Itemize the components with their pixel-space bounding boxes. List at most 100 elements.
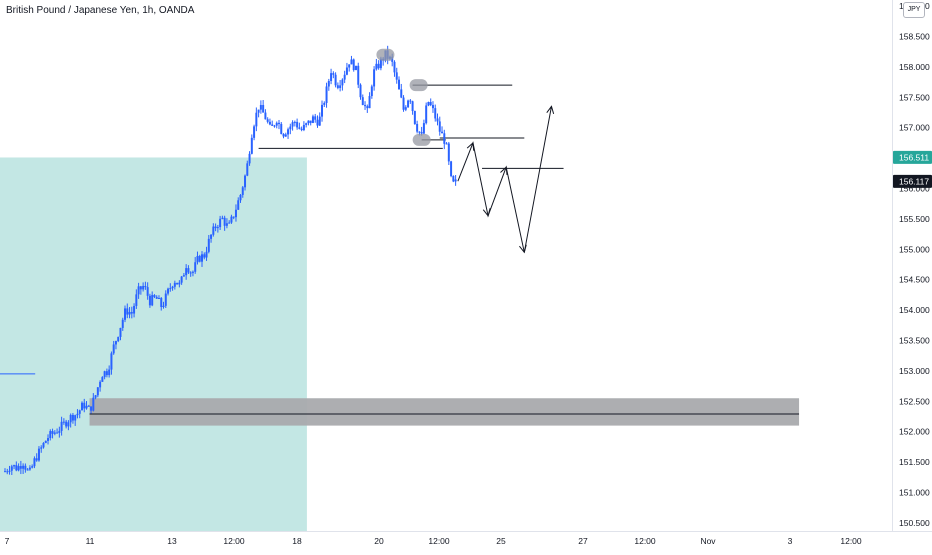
candle-body bbox=[13, 465, 16, 467]
candle-body bbox=[101, 377, 104, 382]
candle-body bbox=[96, 387, 99, 396]
currency-badge[interactable]: JPY bbox=[903, 2, 925, 18]
y-tick-label: 153.000 bbox=[899, 366, 930, 376]
demand-zone bbox=[0, 157, 307, 533]
candle-body bbox=[164, 293, 167, 306]
supply-zone bbox=[89, 398, 800, 426]
candle-body bbox=[425, 105, 428, 124]
candle-body bbox=[216, 227, 219, 229]
candle-body bbox=[296, 121, 299, 128]
candle-body bbox=[447, 143, 450, 162]
candle-body bbox=[232, 216, 235, 218]
candle-body bbox=[182, 275, 185, 277]
candle-body bbox=[196, 255, 199, 263]
candle-body bbox=[37, 448, 40, 461]
candle-body bbox=[19, 466, 22, 469]
price-axis[interactable]: 150.500 151.000 151.500 152.000 152.500 153.0… bbox=[899, 1, 930, 528]
candle-body bbox=[314, 116, 317, 120]
candle-body bbox=[282, 133, 285, 137]
candle-body bbox=[22, 465, 25, 469]
candle-body bbox=[223, 217, 226, 226]
y-tick-label: 152.500 bbox=[899, 396, 930, 406]
candle-body bbox=[137, 286, 140, 295]
candle-body bbox=[128, 311, 131, 315]
candle-body bbox=[431, 105, 434, 109]
candle-body bbox=[277, 122, 280, 124]
candle-body bbox=[135, 294, 138, 306]
price-label-text: 156.511 bbox=[899, 152, 929, 162]
candle-body bbox=[133, 305, 136, 314]
candle-body bbox=[275, 122, 278, 126]
x-tick-label: 13 bbox=[167, 536, 177, 546]
candle-body bbox=[219, 218, 222, 228]
candle-body bbox=[291, 122, 294, 127]
candle-body bbox=[239, 194, 242, 201]
candle-body bbox=[246, 163, 249, 176]
candle-body bbox=[221, 217, 224, 219]
y-tick-label: 150.500 bbox=[899, 518, 930, 528]
candle-body bbox=[155, 296, 158, 299]
highlight-marker bbox=[409, 79, 428, 92]
candle-body bbox=[359, 84, 362, 98]
candle-body bbox=[354, 65, 357, 71]
candle-body bbox=[422, 123, 425, 134]
y-tick-label: 157.500 bbox=[899, 92, 930, 102]
candle-body bbox=[214, 226, 217, 229]
candle-body bbox=[248, 153, 251, 164]
candle-body bbox=[368, 96, 371, 109]
candle-body bbox=[436, 118, 439, 122]
candle-body bbox=[443, 133, 446, 144]
candle-body bbox=[228, 222, 231, 224]
candle-body bbox=[330, 73, 333, 82]
candle-body bbox=[395, 72, 398, 80]
candle-body bbox=[411, 101, 414, 111]
candle-body bbox=[185, 268, 188, 276]
candle-body bbox=[262, 105, 265, 113]
candle-body bbox=[90, 406, 93, 411]
price-labels: 156.511 156.117 bbox=[893, 150, 932, 188]
x-tick-label: 25 bbox=[496, 536, 506, 546]
candle-body bbox=[375, 63, 378, 70]
candle-body bbox=[146, 287, 149, 296]
projection-path bbox=[457, 106, 552, 253]
candle-body bbox=[225, 223, 228, 226]
candle-body bbox=[293, 121, 296, 123]
candle-body bbox=[454, 179, 457, 182]
highlight-marker bbox=[412, 133, 431, 146]
candle-body bbox=[450, 161, 453, 177]
candle-body bbox=[244, 175, 247, 188]
candle-body bbox=[130, 311, 133, 314]
time-axis[interactable]: 7 11 13 12:00 18 20 12:00 25 27 12:00 Nov 3 12:00 bbox=[5, 536, 862, 546]
candle-body bbox=[171, 286, 174, 289]
candle-body bbox=[56, 432, 59, 434]
candle-body bbox=[402, 97, 405, 110]
candle-body bbox=[108, 369, 111, 376]
candle-body bbox=[126, 308, 129, 315]
candle-body bbox=[364, 105, 367, 107]
candle-body bbox=[24, 465, 27, 470]
y-tick-label: 155.500 bbox=[899, 214, 930, 224]
candle-body bbox=[4, 471, 6, 473]
candle-body bbox=[361, 97, 364, 106]
candle-body bbox=[377, 63, 380, 69]
candle-body bbox=[160, 298, 163, 307]
candle-body bbox=[151, 295, 154, 306]
projection-layer bbox=[457, 105, 555, 254]
candle-body bbox=[416, 123, 419, 132]
candle-body bbox=[332, 73, 335, 75]
candle-body bbox=[17, 466, 20, 471]
candle-body bbox=[31, 466, 34, 468]
x-tick-label: 27 bbox=[578, 536, 588, 546]
x-tick-label: 7 bbox=[5, 536, 10, 546]
candle-body bbox=[336, 85, 339, 88]
candle-body bbox=[201, 254, 204, 262]
candle-body bbox=[343, 74, 346, 80]
projection-arrowhead bbox=[466, 141, 475, 151]
candle-body bbox=[407, 100, 410, 108]
price-label-bg bbox=[893, 150, 932, 164]
candle-body bbox=[409, 100, 412, 102]
candle-body bbox=[398, 79, 401, 90]
candle-body bbox=[124, 308, 127, 320]
highlight-marker bbox=[376, 48, 395, 61]
